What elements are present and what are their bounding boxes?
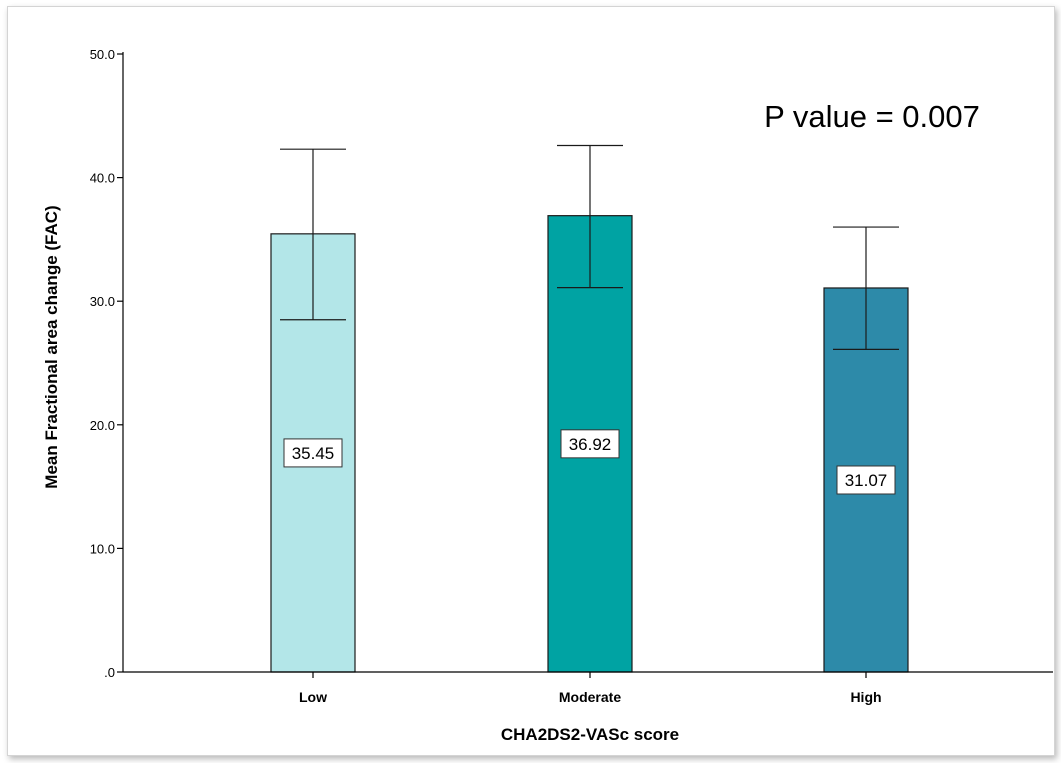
axes-group: .0 10.0 20.0 30.0 40.0 50.0 Low Moderate High <box>90 47 1053 705</box>
y-tick-label: 30.0 <box>90 294 115 309</box>
p-value-annotation: P value = 0.007 <box>764 99 980 134</box>
value-label-box <box>836 465 896 495</box>
y-tick-label: 40.0 <box>90 171 115 186</box>
error-bars-group <box>280 144 899 351</box>
y-axis-title: Mean Fractional area change (FAC) <box>42 205 61 488</box>
y-tick-label: 20.0 <box>90 418 115 433</box>
y-tick-label: 10.0 <box>90 541 115 556</box>
value-label-high: 31.07 <box>845 471 888 490</box>
x-tick-label-high: High <box>850 689 881 705</box>
value-label-box <box>283 438 343 468</box>
x-axis-title: CHA2DS2-VASc score <box>501 725 679 744</box>
value-label-box <box>560 429 620 459</box>
value-label-moderate: 36.92 <box>569 435 612 454</box>
y-tick-label: .0 <box>104 665 115 680</box>
x-tick-label-low: Low <box>299 689 327 705</box>
y-tick-label: 50.0 <box>90 47 115 62</box>
value-label-low: 35.45 <box>292 444 335 463</box>
x-tick-label-moderate: Moderate <box>559 689 621 705</box>
value-labels-group: 35.45 36.92 31.07 <box>283 429 896 495</box>
